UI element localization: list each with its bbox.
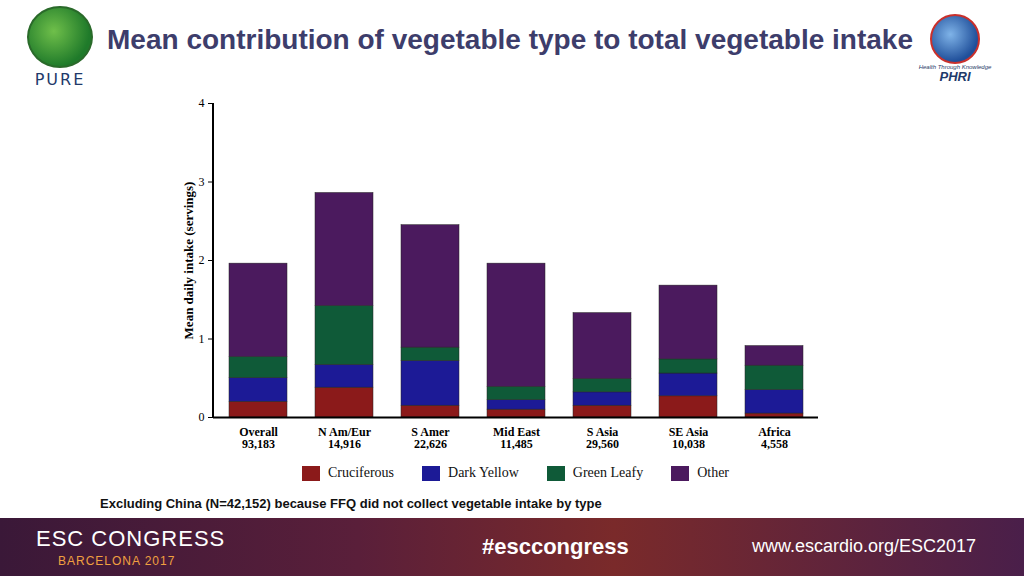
svg-text:4: 4 (199, 96, 205, 110)
html-text:ESC CONGRESS: ESC CONGRESS (36, 526, 226, 551)
html-text:Mean contribution of vegetable: Mean contribution of vegetable type to t… (107, 24, 913, 55)
html-text:www.escardio.org/ESC2017: www.escardio.org/ESC2017 (752, 536, 977, 556)
html-text:Other: Other (697, 465, 729, 480)
svg-text:Overall93,183: Overall93,183 (239, 425, 278, 451)
html-text:Cruciferous: Cruciferous (327, 465, 394, 480)
svg-text:S Amer22,626: S Amer22,626 (411, 425, 450, 451)
svg-text:SE Asia10,038: SE Asia10,038 (669, 425, 709, 451)
html-text:BARCELONA 2017: BARCELONA 2017 (58, 554, 176, 568)
html-text:PURE: PURE (34, 70, 86, 89)
svg-text:Africa4,558: Africa4,558 (758, 425, 791, 451)
html-text:PHRI: PHRI (939, 69, 971, 84)
svg-text:S Asia29,560: S Asia29,560 (586, 425, 619, 451)
svg-text:Mean daily intake (servings): Mean daily intake (servings) (181, 182, 196, 340)
svg-text:3: 3 (199, 175, 205, 189)
svg-text:2: 2 (199, 253, 205, 267)
html-text:Excluding China (N=42,152) bec: Excluding China (N=42,152) because FFQ d… (100, 496, 602, 511)
svg-text:0: 0 (199, 410, 205, 424)
svg-text:N Am/Eur14,916: N Am/Eur14,916 (318, 425, 372, 451)
svg-text:1: 1 (199, 332, 205, 346)
html-text:Green Leafy: Green Leafy (572, 465, 644, 480)
html-text:Health Through Knowledge: Health Through Knowledge (918, 64, 992, 70)
html-text:#esccongress: #esccongress (482, 534, 629, 559)
html-text:Dark Yellow: Dark Yellow (448, 465, 519, 480)
svg-text:Mid East11,485: Mid East11,485 (493, 425, 540, 451)
